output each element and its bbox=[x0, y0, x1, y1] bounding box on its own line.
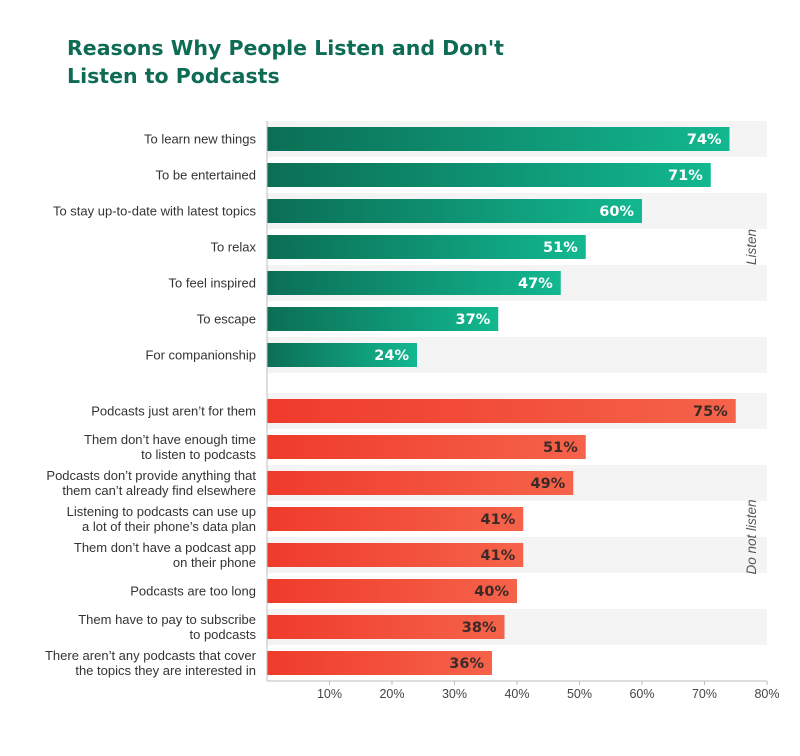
bar bbox=[267, 543, 524, 567]
bar bbox=[267, 235, 586, 259]
category-label: on their phone bbox=[173, 555, 256, 570]
category-label: Podcasts are too long bbox=[130, 584, 256, 599]
group-label: Listen bbox=[744, 229, 759, 265]
category-label: For companionship bbox=[145, 348, 256, 363]
x-tick-label: 50% bbox=[567, 687, 592, 701]
x-tick-label: 60% bbox=[629, 687, 654, 701]
x-tick-label: 80% bbox=[754, 687, 779, 701]
category-label: to listen to podcasts bbox=[141, 447, 256, 462]
category-label: them can’t already find elsewhere bbox=[62, 483, 256, 498]
category-label: Them have to pay to subscribe bbox=[78, 612, 256, 627]
x-tick-label: 40% bbox=[504, 687, 529, 701]
bar-value-label: 36% bbox=[449, 656, 484, 672]
bar-value-label: 51% bbox=[543, 440, 578, 456]
category-labels: To learn new things To be entertained To s… bbox=[45, 132, 257, 679]
category-label: Listening to podcasts can use up bbox=[67, 504, 256, 519]
category-label: There aren’t any podcasts that cover bbox=[45, 648, 257, 663]
chart-title-line-2: Listen to Podcasts bbox=[67, 64, 280, 88]
bar-value-label: 49% bbox=[531, 476, 566, 492]
bar-value-label: 37% bbox=[456, 312, 491, 328]
bar bbox=[267, 307, 499, 331]
bar bbox=[267, 651, 492, 675]
chart-title: Reasons Why People Listen and Don't List… bbox=[67, 34, 587, 90]
category-label: To stay up-to-date with latest topics bbox=[53, 204, 257, 219]
bar-value-label: 40% bbox=[474, 584, 509, 600]
category-label: To be entertained bbox=[156, 168, 256, 183]
bar bbox=[267, 615, 505, 639]
x-tick-label: 70% bbox=[692, 687, 717, 701]
category-label: To relax bbox=[210, 240, 256, 255]
bar bbox=[267, 399, 736, 423]
bar-value-label: 71% bbox=[668, 168, 703, 184]
category-label: Them don’t have a podcast app bbox=[74, 540, 256, 555]
bar-value-label: 74% bbox=[687, 132, 722, 148]
x-tick-label: 20% bbox=[379, 687, 404, 701]
bar bbox=[267, 579, 517, 603]
category-label: a lot of their phone’s data plan bbox=[82, 519, 256, 534]
bar bbox=[267, 163, 711, 187]
category-label: to podcasts bbox=[190, 627, 257, 642]
bar-value-label: 47% bbox=[518, 276, 553, 292]
x-tick-label: 10% bbox=[317, 687, 342, 701]
chart-title-line-1: Reasons Why People Listen and Don't bbox=[67, 36, 504, 60]
bar bbox=[267, 199, 642, 223]
bar-value-label: 41% bbox=[481, 548, 516, 564]
category-label: To learn new things bbox=[144, 132, 257, 147]
group-label: Do not listen bbox=[744, 499, 759, 574]
bar-value-label: 41% bbox=[481, 512, 516, 528]
category-label: the topics they are interested in bbox=[75, 663, 256, 678]
bar-value-label: 24% bbox=[374, 348, 409, 364]
bar-value-label: 60% bbox=[599, 204, 634, 220]
category-label: To escape bbox=[197, 312, 256, 327]
bar bbox=[267, 435, 586, 459]
bar bbox=[267, 343, 417, 367]
bar bbox=[267, 127, 730, 151]
category-label: Them don’t have enough time bbox=[84, 432, 256, 447]
bar bbox=[267, 271, 561, 295]
bar-value-label: 38% bbox=[462, 620, 497, 636]
category-label: To feel inspired bbox=[169, 276, 256, 291]
category-label: Podcasts don’t provide anything that bbox=[46, 468, 256, 483]
bar bbox=[267, 471, 574, 495]
bar bbox=[267, 507, 524, 531]
bars: 74% 71% 60% 51% 47% 37% 24% 75% 51% 49% 41% 41% 40% 3… bbox=[267, 127, 736, 675]
category-label: Podcasts just aren’t for them bbox=[91, 404, 256, 419]
bar-value-label: 51% bbox=[543, 240, 578, 256]
group-labels: Listen Do not listen bbox=[744, 229, 759, 575]
x-axis: 10% 20% 30% 40% 50% 60% 70% 80% bbox=[266, 121, 780, 701]
bar-value-label: 75% bbox=[693, 404, 728, 420]
x-tick-label: 30% bbox=[442, 687, 467, 701]
